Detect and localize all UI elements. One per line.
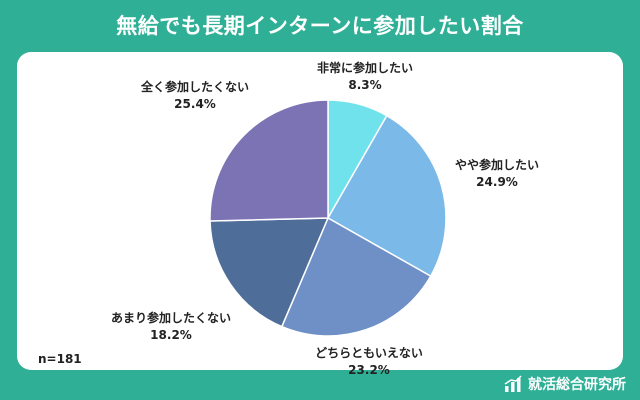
slice-value: 18.2% <box>150 328 192 342</box>
slice-label-not-really: あまり参加したくない 18.2% <box>111 310 231 344</box>
bar-chart-icon <box>504 375 522 392</box>
pie-slice-3 <box>209 217 330 328</box>
pie-slice-1 <box>326 114 447 278</box>
slice-value: 24.9% <box>476 175 518 189</box>
slice-value: 8.3% <box>348 78 382 92</box>
chart-title: 無給でも長期インターンに参加したい割合 <box>116 14 524 38</box>
brand-name: 就活総合研究所 <box>528 377 626 393</box>
slice-name: あまり参加したくない <box>110 311 232 325</box>
brand-logo: 就活総合研究所 <box>504 372 626 396</box>
slice-label-very-want: 非常に参加したい 8.3% <box>317 60 413 94</box>
slice-label-neutral: どちらともいえない 23.2% <box>315 345 423 379</box>
slice-name: 全く参加したくない <box>140 80 250 94</box>
slice-label-somewhat-want: やや参加したい 24.9% <box>455 157 539 191</box>
pie-slice-4 <box>209 99 329 222</box>
sample-size: n=181 <box>38 352 82 366</box>
slice-value: 25.4% <box>174 97 216 111</box>
slice-name: どちらともいえない <box>315 346 423 360</box>
pie-slice-2 <box>280 216 432 337</box>
slice-name: やや参加したい <box>454 158 540 172</box>
slice-name: 非常に参加したい <box>316 61 414 75</box>
slice-label-not-at-all: 全く参加したくない 25.4% <box>141 79 249 113</box>
slice-value: 23.2% <box>348 363 390 377</box>
